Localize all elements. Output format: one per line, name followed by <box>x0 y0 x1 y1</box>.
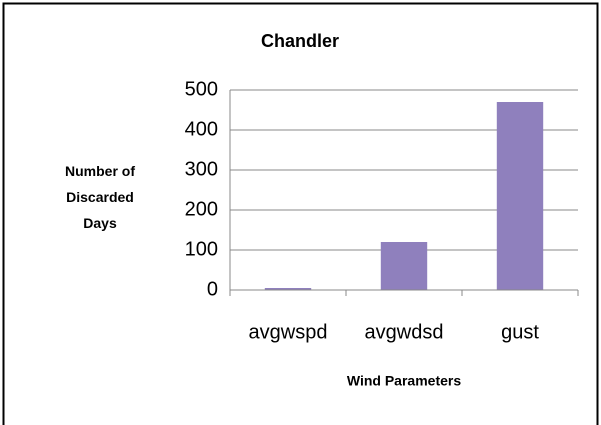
y-tick-label: 300 <box>185 158 218 180</box>
y-tick-label: 0 <box>207 278 218 300</box>
y-tick-label: 400 <box>185 118 218 140</box>
bar <box>380 242 428 290</box>
x-tick-label: gust <box>501 321 539 343</box>
x-tick-label: avgwdsd <box>365 321 444 343</box>
bar <box>264 288 312 290</box>
bar <box>496 102 544 290</box>
y-axis-label: Number of Discarded Days <box>65 163 135 231</box>
y-tick-label: 200 <box>185 198 218 220</box>
y-tick-label: 100 <box>185 238 218 260</box>
y-tick-label: 500 <box>185 78 218 100</box>
x-axis-label: Wind Parameters <box>347 373 461 389</box>
chart-title: Chandler <box>261 31 339 51</box>
x-tick-label: avgwspd <box>249 321 328 343</box>
